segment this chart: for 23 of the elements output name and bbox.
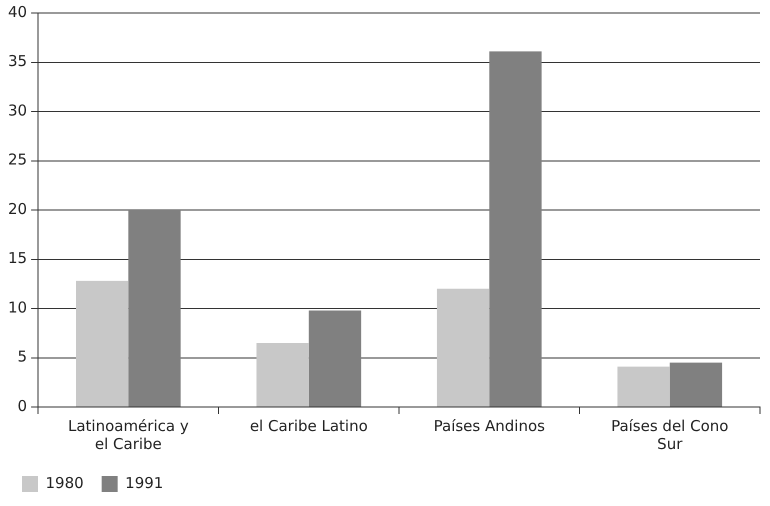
y-tick-label: 30 <box>8 101 28 120</box>
bar <box>128 210 181 406</box>
legend-label: 1980 <box>46 474 84 492</box>
x-tick-label: Países del Cono Sur <box>611 416 728 453</box>
y-tick-label: 15 <box>8 249 28 268</box>
y-tick-label: 35 <box>8 52 28 70</box>
bar <box>617 366 670 406</box>
x-tick-label: Países Andinos <box>434 416 546 435</box>
bar <box>308 310 362 406</box>
y-tick-label: 0 <box>18 396 28 415</box>
bar <box>256 342 309 406</box>
y-tick-label: 25 <box>8 150 28 169</box>
y-tick-label: 10 <box>8 298 28 316</box>
bar <box>670 362 722 406</box>
bar <box>436 288 490 406</box>
y-tick-label: 5 <box>18 348 28 366</box>
y-tick-label: 40 <box>8 2 28 21</box>
legend-label: 1991 <box>125 474 164 492</box>
x-tick-label: el Caribe Latino <box>250 416 368 435</box>
x-tick-label: Latinoamérica y el Caribe <box>68 416 189 453</box>
bar <box>489 51 542 406</box>
y-tick-label: 20 <box>8 200 28 218</box>
bar <box>76 280 128 406</box>
